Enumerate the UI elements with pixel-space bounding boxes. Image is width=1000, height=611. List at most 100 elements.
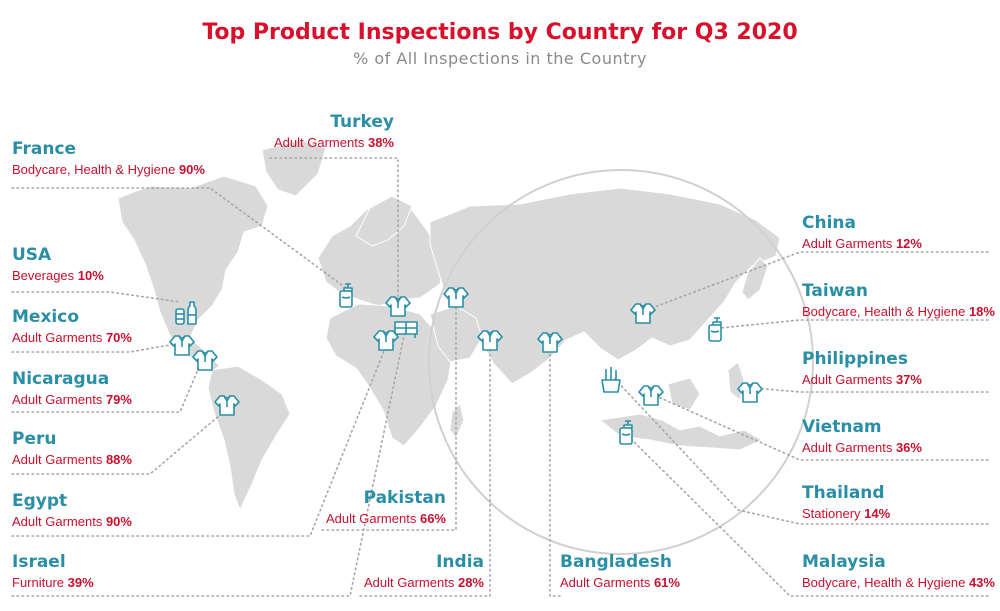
stationery-icon <box>601 366 621 393</box>
product-name: Adult Garments <box>12 452 103 467</box>
country-name: Malaysia <box>802 552 886 572</box>
product-line: Adult Garments 37% <box>802 371 922 388</box>
label-usa: USA Beverages 10% <box>12 245 104 284</box>
land-masses <box>117 139 781 512</box>
product-name: Beverages <box>12 268 75 283</box>
country-name: China <box>802 213 856 233</box>
product-line: Stationery 14% <box>802 505 890 522</box>
country-name: Vietnam <box>802 417 882 437</box>
leader-line-france <box>11 187 347 289</box>
globe-outline <box>428 169 814 555</box>
percent-value: 37% <box>895 372 922 387</box>
percent-value: 39% <box>67 575 94 590</box>
leader-line-thailand <box>613 377 989 525</box>
product-name: Adult Garments <box>802 236 893 251</box>
country-name: Bangladesh <box>560 552 672 572</box>
product-name: Bodycare, Health & Hygiene <box>802 304 966 319</box>
page-subtitle: % of All Inspections in the Country <box>353 49 647 68</box>
japan-shape <box>741 257 769 301</box>
borneo-shape <box>667 377 701 411</box>
percent-value: 90% <box>178 162 205 177</box>
philippines-shape <box>727 361 745 401</box>
product-line: Adult Garments 12% <box>802 235 922 252</box>
label-turkey: Turkey Adult Garments 38% <box>250 112 394 151</box>
leader-line-mexico <box>11 343 177 353</box>
product-line: Adult Garments 70% <box>12 329 132 346</box>
label-thailand: Thailand Stationery 14% <box>802 483 890 522</box>
country-name: Turkey <box>330 112 394 132</box>
product-name: Adult Garments <box>274 135 365 150</box>
product-name: Furniture <box>12 575 65 590</box>
product-line: Adult Garments 88% <box>12 451 132 468</box>
country-name: Egypt <box>12 491 68 511</box>
product-name: Adult Garments <box>12 514 103 529</box>
country-name: Philippines <box>802 349 908 369</box>
country-name: Nicaragua <box>12 369 110 389</box>
southeast-asia-islands-shape <box>598 413 764 451</box>
country-name: France <box>12 139 77 159</box>
leader-line-israel <box>11 325 407 597</box>
product-line: Beverages 10% <box>12 267 104 284</box>
country-name: Mexico <box>12 307 79 327</box>
product-line: Adult Garments 79% <box>12 391 132 408</box>
product-name: Adult Garments <box>12 330 103 345</box>
tshirt-icon <box>737 382 763 403</box>
label-nicaragua: Nicaragua Adult Garments 79% <box>12 369 132 408</box>
percent-value: 12% <box>895 236 922 251</box>
africa-shape <box>325 303 453 447</box>
country-name: Thailand <box>802 483 885 503</box>
country-name: Israel <box>12 552 66 572</box>
leader-line-usa <box>11 291 181 303</box>
percent-value: 66% <box>419 511 446 526</box>
product-name: Adult Garments <box>12 392 103 407</box>
label-philippines: Philippines Adult Garments 37% <box>802 349 922 388</box>
label-pakistan: Pakistan Adult Garments 66% <box>296 488 446 527</box>
label-egypt: Egypt Adult Garments 90% <box>12 491 132 530</box>
percent-value: 43% <box>968 575 995 590</box>
scandinavia-shape <box>355 195 413 247</box>
product-line: Adult Garments 36% <box>802 439 922 456</box>
leader-line-india <box>359 347 491 597</box>
label-israel: Israel Furniture 39% <box>12 552 94 591</box>
leader-line-pakistan <box>321 305 457 531</box>
greenland-shape <box>261 139 327 197</box>
percent-value: 36% <box>895 440 922 455</box>
product-name: Adult Garments <box>802 440 893 455</box>
country-name: USA <box>12 245 52 265</box>
country-name: Pakistan <box>363 488 446 508</box>
product-line: Adult Garments 66% <box>296 510 446 527</box>
product-line: Adult Garments 38% <box>250 134 394 151</box>
product-name: Bodycare, Health & Hygiene <box>802 575 966 590</box>
percent-value: 79% <box>105 392 132 407</box>
product-name: Adult Garments <box>326 511 417 526</box>
label-france: France Bodycare, Health & Hygiene 90% <box>12 139 205 178</box>
label-india: India Adult Garments 28% <box>334 552 484 591</box>
leader-line-taiwan <box>719 319 989 329</box>
country-name: Taiwan <box>802 281 868 301</box>
product-line: Bodycare, Health & Hygiene 43% <box>802 574 995 591</box>
label-bangladesh: Bangladesh Adult Garments 61% <box>560 552 680 591</box>
label-vietnam: Vietnam Adult Garments 36% <box>802 417 922 456</box>
product-line: Furniture 39% <box>12 574 94 591</box>
leader-lines <box>11 157 989 597</box>
sanitizer-icon <box>708 317 722 342</box>
country-name: Peru <box>12 429 57 449</box>
percent-value: 90% <box>105 514 132 529</box>
country-name: India <box>436 552 484 572</box>
percent-value: 70% <box>105 330 132 345</box>
product-name: Stationery <box>802 506 861 521</box>
leader-line-nicaragua <box>11 359 203 413</box>
product-line: Adult Garments 90% <box>12 513 132 530</box>
percent-value: 10% <box>77 268 104 283</box>
product-name: Adult Garments <box>364 575 455 590</box>
label-malaysia: Malaysia Bodycare, Health & Hygiene 43% <box>802 552 995 591</box>
product-line: Bodycare, Health & Hygiene 90% <box>12 161 205 178</box>
label-china: China Adult Garments 12% <box>802 213 922 252</box>
north-america-shape <box>117 175 269 373</box>
percent-value: 28% <box>457 575 484 590</box>
page-title: Top Product Inspections by Country for Q… <box>202 20 798 45</box>
south-america-shape <box>207 365 291 512</box>
product-line: Adult Garments 28% <box>334 574 484 591</box>
leader-line-egypt <box>11 345 387 537</box>
